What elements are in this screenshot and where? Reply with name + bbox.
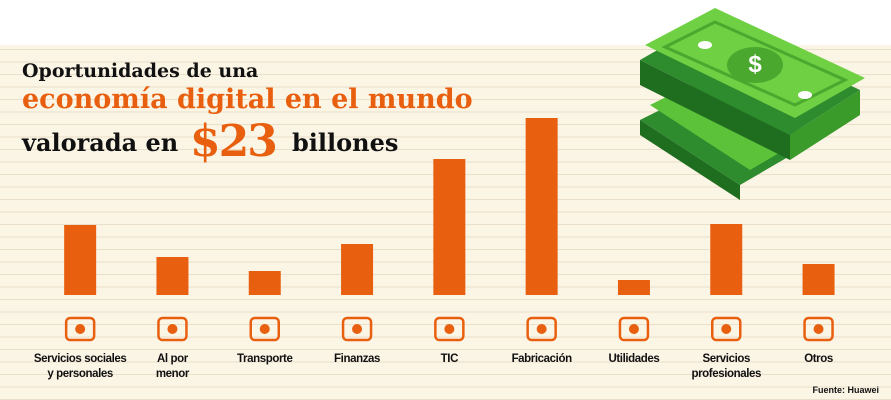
icon-shape [259,324,270,334]
icon-shape [352,324,363,334]
svg-text:$: $ [748,51,762,78]
category-icon [526,316,557,342]
category-label: Transporte [237,353,293,365]
category-label: Al por menor [155,353,190,380]
icon-shape [341,316,373,342]
money-illustration: $ [640,8,865,200]
category-icon [803,316,834,342]
icon-shape [536,324,547,334]
icon-shape [434,316,465,342]
category-icon [249,316,280,342]
bar [710,224,743,295]
icon-shape [526,316,557,342]
category-label: Servicios sociales y personales [33,353,127,380]
category-label: Finanzas [334,353,381,365]
icon-shape [803,316,834,342]
icon-shape [249,316,280,342]
category-label: Fabricación [511,353,573,365]
title-line-2: economía digital en el mundo [22,84,473,115]
icon-shape [628,324,639,334]
category-icon [618,316,650,342]
bar [64,225,97,295]
bar [433,159,466,295]
bar [802,264,835,295]
icon-shape [157,316,188,342]
bar [156,257,189,295]
bar [617,280,650,295]
icon-shape [813,324,824,334]
category-label: Servicios profesionales [691,353,762,380]
bar [341,244,374,295]
title-line-3c: billones [292,128,399,157]
icon-shape [64,316,96,342]
category-icon [434,316,465,342]
bar [248,271,281,295]
category-icon [711,316,742,342]
title-amount: $23 [190,116,278,167]
icon-shape [711,316,742,342]
icon-shape [721,324,732,334]
category-icon [157,316,188,342]
icon-shape [618,316,650,342]
category-label: Otros [804,353,833,365]
category-label: Utilidades [608,353,660,365]
icon-shape [167,324,178,334]
bar [525,118,558,295]
category-label: TIC [440,353,459,365]
category-icon [341,316,373,342]
title-line-3a: valorada en [22,128,179,157]
source: Fuente: Huawei [812,385,879,395]
category-icon [64,316,96,342]
title-line-1: Oportunidades de una [22,60,259,82]
icon-shape [444,324,455,334]
icon-shape [75,324,86,334]
